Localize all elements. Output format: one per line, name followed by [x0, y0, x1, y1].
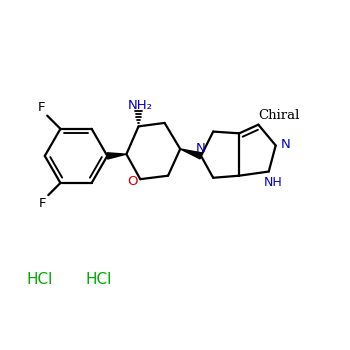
Text: NH₂: NH₂ — [128, 99, 153, 112]
Text: N: N — [195, 142, 205, 155]
Polygon shape — [180, 149, 202, 159]
Text: NH: NH — [264, 176, 282, 189]
Polygon shape — [107, 153, 126, 159]
Text: F: F — [38, 101, 46, 114]
Text: HCl: HCl — [85, 272, 112, 287]
Text: HCl: HCl — [26, 272, 53, 287]
Text: Chiral: Chiral — [259, 110, 300, 122]
Text: N: N — [281, 138, 290, 151]
Text: O: O — [127, 175, 138, 188]
Text: F: F — [39, 196, 47, 210]
